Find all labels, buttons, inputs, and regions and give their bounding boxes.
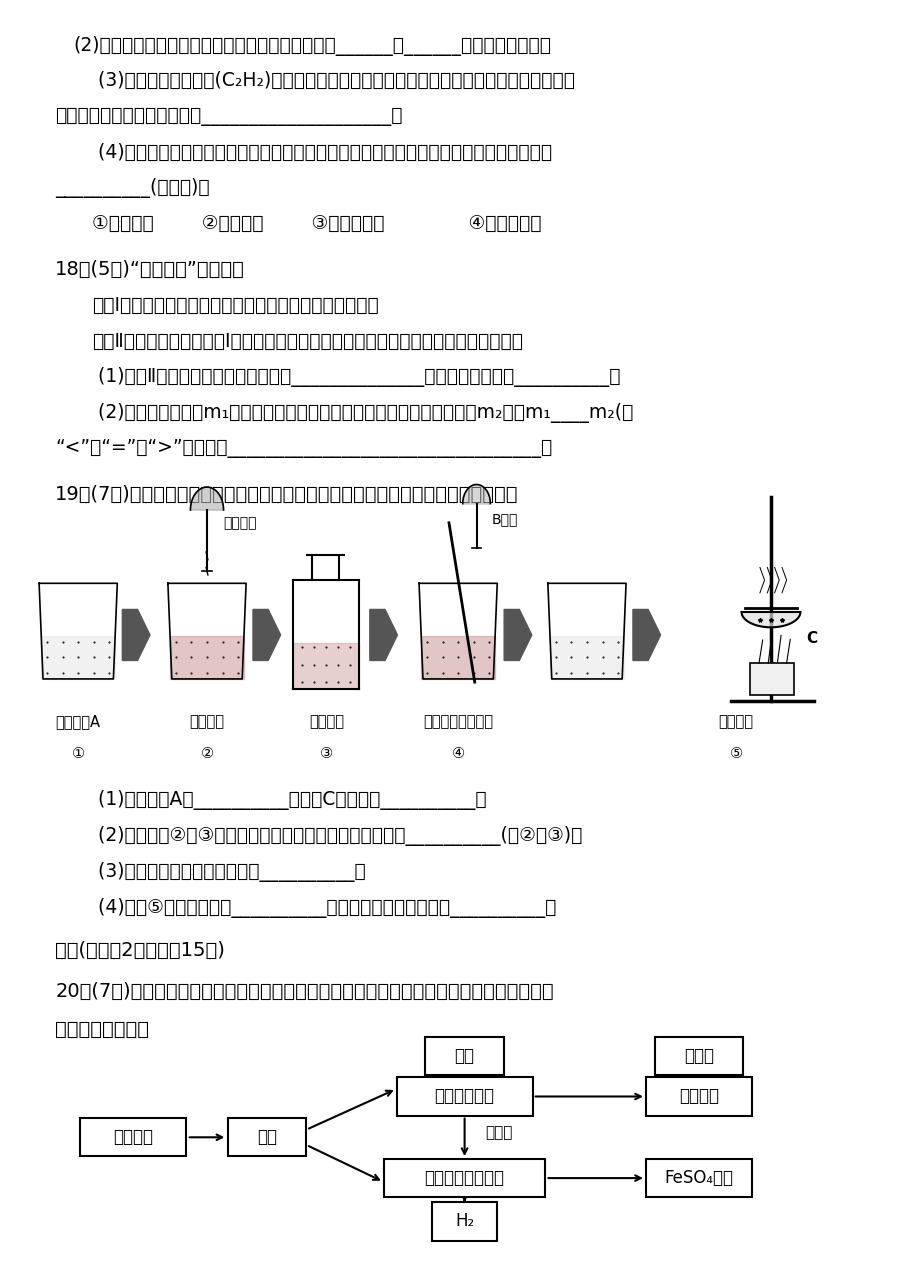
- Text: 步骤Ⅱ．让足量镁条在步骤Ⅰ生成的气体中燃烧，生成黑色的炭粉和白色的固体氧化物。: 步骤Ⅱ．让足量镁条在步骤Ⅰ生成的气体中燃烧，生成黑色的炭粉和白色的固体氧化物。: [92, 332, 522, 351]
- Polygon shape: [550, 636, 623, 678]
- Text: 生锈的鐵制品溶解: 生锈的鐵制品溶解: [425, 1169, 504, 1187]
- Text: 步骤Ⅰ．让金尊石在充足的氧气中燃烧，收集生成的气体；: 步骤Ⅰ．让金尊石在充足的氧气中燃烧，收集生成的气体；: [92, 296, 379, 315]
- FancyArrow shape: [122, 609, 150, 660]
- Text: (1)无色溶液A是__________，仪器C的名称是__________；: (1)无色溶液A是__________，仪器C的名称是__________；: [74, 790, 486, 811]
- Text: ②: ②: [200, 746, 213, 761]
- Text: 生活垃圾: 生活垃圾: [113, 1128, 153, 1146]
- Text: 稀硫酸: 稀硫酸: [484, 1125, 512, 1140]
- Text: (1)步骤Ⅱ中发生反应的化学方程式：______________，基本反应类型是__________；: (1)步骤Ⅱ中发生反应的化学方程式：______________，基本反应类型是…: [74, 367, 619, 388]
- Text: 烟气吸收: 烟气吸收: [678, 1088, 719, 1105]
- Bar: [654, 1037, 743, 1075]
- Text: H₂: H₂: [455, 1213, 473, 1230]
- Text: 分拣: 分拣: [256, 1128, 277, 1146]
- Bar: [432, 1202, 496, 1241]
- Text: 19．(7分)用氢氧化钓溶液、稀盐酸和酚鷩溶液．按如图步骤进行实验，回答下列问题: 19．(7分)用氢氧化钓溶液、稀盐酸和酚鷩溶液．按如图步骤进行实验，回答下列问题: [55, 484, 518, 504]
- Text: 无色溶液A: 无色溶液A: [56, 714, 100, 729]
- Polygon shape: [462, 484, 490, 504]
- Polygon shape: [421, 636, 494, 678]
- Text: (2)实验步骤②和③两次使用了滴管，用完后需要洗涤的是__________(填②或③)；: (2)实验步骤②和③两次使用了滴管，用完后需要洗涤的是__________(填②…: [74, 826, 582, 847]
- FancyArrow shape: [253, 609, 280, 660]
- FancyArrow shape: [369, 609, 397, 660]
- Text: 其他垃圾焚烧: 其他垃圾焚烧: [434, 1088, 494, 1105]
- FancyArrow shape: [632, 609, 660, 660]
- Bar: [425, 1037, 504, 1075]
- Text: 石灰浆: 石灰浆: [684, 1047, 713, 1065]
- Bar: [646, 1159, 752, 1197]
- Text: FeSO₄溶液: FeSO₄溶液: [664, 1169, 733, 1187]
- Text: 酚鷩溶液: 酚鷩溶液: [223, 516, 256, 530]
- Text: (2)若金尊石质量为m₁，按上述步骤反应且转化完全，生成的炭粉质量为m₂，则m₁____m₂(填: (2)若金尊石质量为m₁，按上述步骤反应且转化完全，生成的炭粉质量为m₂，则m₁…: [74, 403, 632, 423]
- Text: ③: ③: [320, 746, 333, 761]
- Bar: [646, 1077, 752, 1116]
- Text: 和水，该反应的化学方程式为____________________；: 和水，该反应的化学方程式为____________________；: [55, 107, 403, 126]
- Bar: [749, 663, 793, 695]
- Text: 三、(本大题2小题，內15分): 三、(本大题2小题，內15分): [55, 941, 225, 960]
- Text: C: C: [805, 631, 816, 646]
- Text: 红色溶液: 红色溶液: [189, 714, 224, 729]
- Text: “<”、“=”、“>”，理由为_________________________________。: “<”、“=”、“>”，理由为_________________________…: [55, 439, 551, 458]
- Bar: [396, 1077, 532, 1116]
- Text: (2)工人给大桥钓鐵器件喷上油漆，是为了防止鐵与______和______发生反应而生锈；: (2)工人给大桥钓鐵器件喷上油漆，是为了防止鐵与______和______发生反…: [74, 36, 551, 56]
- Bar: [384, 1159, 544, 1197]
- Text: B溶液: B溶液: [491, 513, 517, 527]
- Text: 20．(7分)城市生活垃圾的处理是世界性难题，某垃圾处理厂对生活垃圾进行处理与综合利用: 20．(7分)城市生活垃圾的处理是世界性难题，某垃圾处理厂对生活垃圾进行处理与综…: [55, 982, 553, 1001]
- Text: 析出固体: 析出固体: [718, 714, 753, 729]
- Bar: [227, 1118, 305, 1156]
- Text: (3)实验中反应的化学方程式是__________；: (3)实验中反应的化学方程式是__________；: [74, 862, 365, 882]
- Text: ①雾霸天气        ②温室效应        ③赤潮的形成              ④酸雨的形成: ①雾霸天气 ②温室效应 ③赤潮的形成 ④酸雨的形成: [92, 214, 541, 233]
- Text: 18．(5分)“史上最贵”的实验：: 18．(5分)“史上最贵”的实验：: [55, 260, 244, 279]
- Text: ①: ①: [72, 746, 85, 761]
- Text: (4)步骤⑤的操作名称是__________，当出现较多量固体时应__________。: (4)步骤⑤的操作名称是__________，当出现较多量固体时应_______…: [74, 898, 555, 918]
- FancyArrow shape: [504, 609, 531, 660]
- Text: __________(填序号)。: __________(填序号)。: [55, 179, 210, 199]
- Text: ⑤: ⑤: [729, 746, 742, 761]
- Text: 恰好变成无色溶液: 恰好变成无色溶液: [423, 714, 493, 729]
- Text: (4)大桥通车后，岛民进出南澳更快捷方便，有利于节约化石燃料的使用，从而有利于减缓: (4)大桥通车后，岛民进出南澳更快捷方便，有利于节约化石燃料的使用，从而有利于减…: [74, 143, 551, 162]
- Polygon shape: [292, 643, 358, 689]
- Text: ④: ④: [451, 746, 464, 761]
- Polygon shape: [190, 487, 223, 510]
- Polygon shape: [170, 636, 244, 678]
- Polygon shape: [741, 612, 800, 627]
- Text: 的部分流程如下：: 的部分流程如下：: [55, 1020, 149, 1039]
- Text: 红色溶液: 红色溶液: [309, 714, 344, 729]
- Text: (3)施工过程中用乙吵(C₂H₂)燃烧的火焰来焊接金属，乙吵在空气中完全燃烧生成二氧化碳: (3)施工过程中用乙吵(C₂H₂)燃烧的火焰来焊接金属，乙吵在空气中完全燃烧生成…: [74, 71, 574, 91]
- Bar: [81, 1118, 187, 1156]
- Text: 发电: 发电: [454, 1047, 474, 1065]
- Polygon shape: [41, 636, 115, 678]
